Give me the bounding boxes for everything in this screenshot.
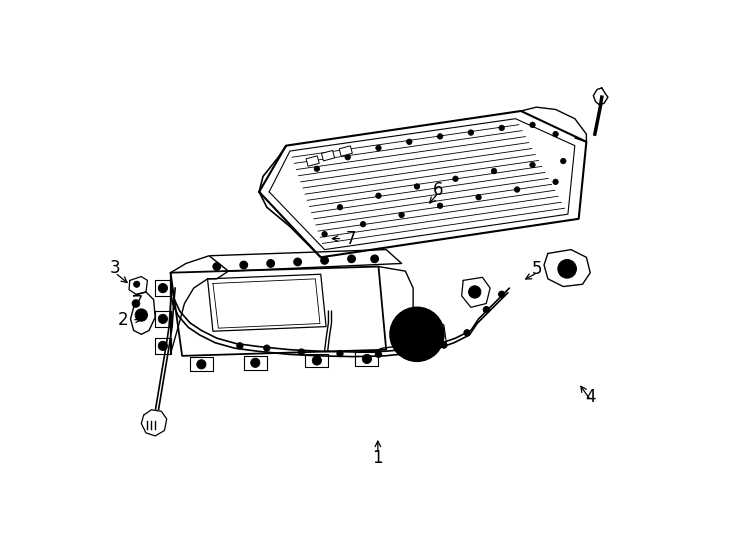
Circle shape xyxy=(159,341,167,350)
Circle shape xyxy=(491,168,497,174)
Circle shape xyxy=(407,139,412,145)
Polygon shape xyxy=(142,410,167,436)
Circle shape xyxy=(312,356,321,365)
Circle shape xyxy=(405,323,429,346)
Polygon shape xyxy=(131,292,155,334)
Polygon shape xyxy=(190,357,213,372)
Circle shape xyxy=(197,360,206,369)
Polygon shape xyxy=(129,276,148,294)
Polygon shape xyxy=(593,88,608,105)
Circle shape xyxy=(376,193,381,198)
Text: 6: 6 xyxy=(433,180,443,199)
Circle shape xyxy=(322,232,327,237)
Text: 5: 5 xyxy=(532,260,542,278)
Circle shape xyxy=(399,212,404,218)
Circle shape xyxy=(159,314,167,323)
Circle shape xyxy=(530,162,535,167)
Circle shape xyxy=(476,194,482,200)
Polygon shape xyxy=(355,352,379,366)
Bar xyxy=(321,151,335,161)
Text: 3: 3 xyxy=(110,259,120,276)
Circle shape xyxy=(314,166,319,171)
Circle shape xyxy=(375,351,382,357)
Circle shape xyxy=(562,264,572,273)
Text: 4: 4 xyxy=(586,388,596,407)
Circle shape xyxy=(483,307,490,313)
Polygon shape xyxy=(379,267,413,350)
Circle shape xyxy=(464,330,470,336)
Circle shape xyxy=(348,255,355,262)
Circle shape xyxy=(530,122,535,127)
Polygon shape xyxy=(155,280,170,296)
Polygon shape xyxy=(209,249,401,271)
Circle shape xyxy=(237,343,243,349)
Circle shape xyxy=(437,134,443,139)
Circle shape xyxy=(410,347,416,354)
Circle shape xyxy=(558,260,576,278)
Circle shape xyxy=(267,260,275,267)
Text: 7: 7 xyxy=(346,230,356,248)
Circle shape xyxy=(363,354,371,363)
Circle shape xyxy=(468,286,481,298)
Text: 1: 1 xyxy=(373,449,383,467)
Circle shape xyxy=(561,158,566,164)
Circle shape xyxy=(468,130,473,135)
Polygon shape xyxy=(155,311,170,327)
Circle shape xyxy=(337,350,343,356)
Circle shape xyxy=(371,255,379,262)
Polygon shape xyxy=(170,267,386,356)
Circle shape xyxy=(453,176,458,181)
Circle shape xyxy=(294,258,302,266)
Circle shape xyxy=(338,205,343,210)
Circle shape xyxy=(437,203,443,208)
Circle shape xyxy=(159,284,167,293)
Circle shape xyxy=(398,315,436,354)
Circle shape xyxy=(499,125,504,131)
Circle shape xyxy=(321,256,328,264)
Polygon shape xyxy=(305,354,328,367)
Circle shape xyxy=(132,300,139,307)
Circle shape xyxy=(360,221,366,227)
Polygon shape xyxy=(170,256,228,354)
Circle shape xyxy=(240,261,247,269)
Circle shape xyxy=(345,154,350,160)
Circle shape xyxy=(498,291,505,298)
Circle shape xyxy=(134,281,139,287)
Bar xyxy=(339,146,352,156)
Polygon shape xyxy=(259,111,586,257)
Polygon shape xyxy=(462,278,490,307)
Polygon shape xyxy=(155,338,170,354)
Circle shape xyxy=(299,349,305,355)
Circle shape xyxy=(414,184,420,189)
Circle shape xyxy=(553,179,559,185)
Bar xyxy=(306,156,319,166)
Circle shape xyxy=(390,307,444,361)
Text: 2: 2 xyxy=(117,310,128,329)
Circle shape xyxy=(135,309,148,321)
Circle shape xyxy=(376,145,381,151)
Polygon shape xyxy=(244,356,267,370)
Circle shape xyxy=(441,342,447,348)
Circle shape xyxy=(553,131,559,137)
Circle shape xyxy=(251,358,260,367)
Circle shape xyxy=(264,345,270,351)
Polygon shape xyxy=(544,249,590,287)
Circle shape xyxy=(515,187,520,192)
Circle shape xyxy=(213,262,221,271)
